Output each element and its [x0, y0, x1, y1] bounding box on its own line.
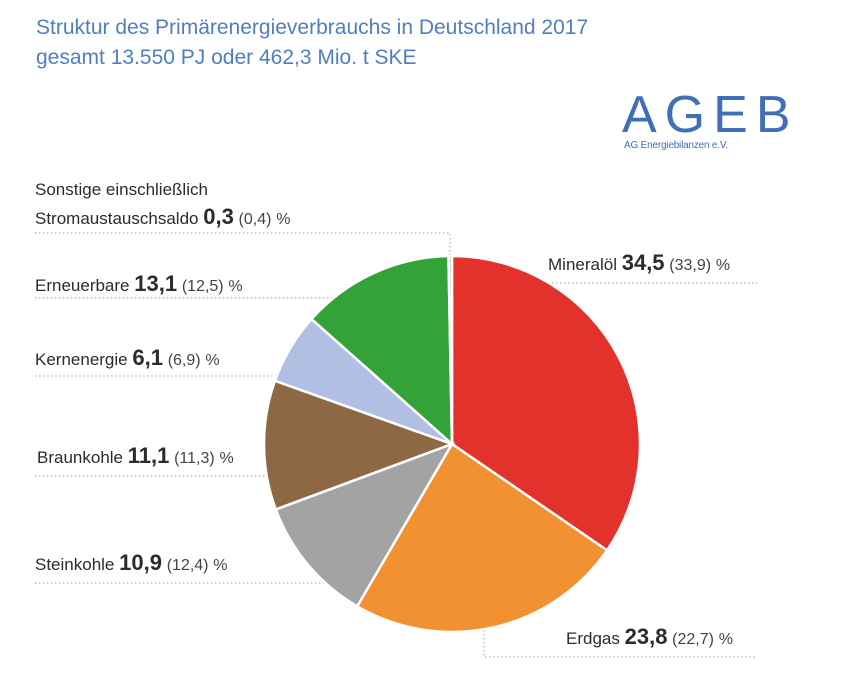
label-erneuerbare-value: 13,1	[134, 271, 178, 296]
label-erdgas: Erdgas 23,8 (22,7) %	[566, 624, 733, 650]
label-kernenergie-previous: (6,9)	[167, 352, 201, 369]
label-steinkohle-name: Steinkohle	[35, 555, 115, 574]
label-braunkohle-unit: %	[219, 450, 234, 467]
label-erneuerbare-previous: (12,5)	[181, 278, 224, 295]
label-erneuerbare: Erneuerbare 13,1 (12,5) %	[35, 271, 243, 297]
label-sonstige-unit: %	[276, 211, 291, 228]
label-mineraloel-unit: %	[715, 257, 731, 274]
logo-subtitle: AG Energiebilanzen e.V.	[624, 140, 728, 151]
label-sonstige-name-line1: Sonstige einschließlich	[35, 180, 208, 199]
label-kernenergie-name: Kernenergie	[35, 350, 128, 369]
pie-slice-sonstige	[447, 254, 454, 445]
chart-title-block: Struktur des Primärenergieverbrauchs in …	[36, 13, 588, 73]
label-erdgas-previous: (22,7)	[672, 631, 714, 648]
label-kernenergie-unit: %	[205, 352, 220, 369]
pie-slice-mineraloel	[450, 254, 642, 553]
chart-subtitle: gesamt 13.550 PJ oder 462,3 Mio. t SKE	[36, 46, 417, 69]
label-mineraloel-previous: (33,9)	[669, 257, 712, 274]
pie-slice-erdgas	[355, 442, 609, 634]
label-sonstige-previous: (0,4)	[238, 211, 272, 228]
label-braunkohle-previous: (11,3)	[174, 450, 215, 467]
leader-lines	[35, 232, 757, 658]
label-steinkohle-unit: %	[213, 557, 228, 574]
label-erdgas-value: 23,8	[624, 624, 668, 649]
pie-slice-steinkohle	[274, 441, 455, 609]
pie-slice-erneuerbare	[309, 254, 454, 447]
pie-slices	[262, 254, 642, 634]
label-braunkohle-value: 11,1	[127, 443, 170, 468]
label-mineraloel: Mineralöl 34,5 (33,9) %	[548, 250, 730, 276]
label-kernenergie: Kernenergie 6,1 (6,9) %	[35, 345, 220, 371]
leader-line-sonstige	[35, 232, 451, 262]
label-steinkohle-previous: (12,4)	[166, 557, 209, 574]
label-sonstige: Sonstige einschließlich Stromaustauschsa…	[35, 176, 290, 233]
label-sonstige-value: 0,3	[203, 204, 234, 229]
label-braunkohle: Braunkohle 11,1 (11,3) %	[37, 443, 234, 469]
label-steinkohle-value: 10,9	[119, 550, 162, 575]
label-steinkohle: Steinkohle 10,9 (12,4) %	[35, 550, 227, 576]
label-erdgas-name: Erdgas	[566, 629, 620, 648]
label-kernenergie-value: 6,1	[132, 345, 163, 370]
label-mineraloel-name: Mineralöl	[548, 255, 617, 274]
label-sonstige-name: Stromaustauschsaldo	[35, 209, 199, 228]
pie-slice-braunkohle	[262, 379, 456, 512]
label-mineraloel-value: 34,5	[621, 250, 665, 275]
label-erneuerbare-name: Erneuerbare	[35, 276, 130, 295]
leader-line-erdgas	[483, 590, 757, 658]
label-erneuerbare-unit: %	[228, 278, 243, 295]
label-erdgas-unit: %	[718, 631, 733, 648]
chart-title: Struktur des Primärenergieverbrauchs in …	[36, 16, 589, 39]
label-braunkohle-name: Braunkohle	[37, 448, 124, 467]
